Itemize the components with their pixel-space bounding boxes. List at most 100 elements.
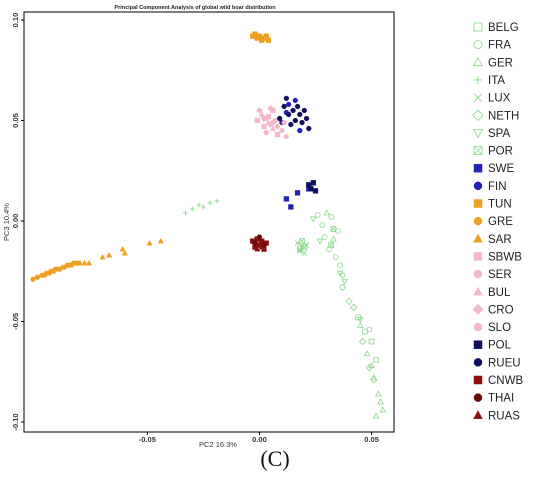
legend-marker	[472, 129, 484, 139]
legend-marker	[473, 358, 483, 367]
legend-item-rueu: RUEU	[473, 357, 521, 369]
legend-marker	[473, 375, 483, 385]
legend-label: SBWB	[488, 251, 522, 263]
data-point	[301, 250, 308, 256]
series-ruas	[254, 243, 265, 252]
legend-marker	[472, 56, 484, 67]
legend-label: BELG	[488, 22, 519, 34]
data-point	[299, 119, 305, 126]
legend-item-cro: CRO	[472, 303, 514, 316]
legend-item-lux: LUX	[473, 93, 511, 105]
data-point	[323, 209, 331, 216]
data-point	[358, 337, 367, 346]
data-point	[85, 259, 93, 266]
data-point	[319, 222, 326, 228]
data-point	[310, 180, 316, 186]
series-belg	[355, 314, 379, 363]
legend-item-bul: BUL	[473, 286, 511, 299]
data-point	[337, 262, 343, 269]
series-rueu	[276, 95, 312, 132]
legend-label: SPA	[488, 128, 510, 140]
legend-label: CRO	[488, 304, 514, 316]
data-point	[99, 253, 106, 260]
data-point	[336, 270, 344, 277]
data-point	[265, 119, 272, 125]
data-point	[72, 259, 79, 266]
series-sbwb	[254, 107, 281, 138]
legend-marker	[473, 93, 483, 102]
data-point	[254, 245, 261, 252]
series-ger	[323, 209, 387, 419]
legend-item-ger: GER	[472, 56, 513, 69]
data-point	[338, 283, 347, 291]
data-point	[276, 115, 283, 122]
legend-marker	[473, 22, 483, 32]
legend-label: POR	[488, 146, 513, 158]
y-tick-label: 0.10	[11, 13, 20, 28]
legend-item-fra: FRA	[473, 40, 511, 52]
series-sar	[41, 237, 164, 278]
data-point	[283, 95, 290, 102]
data-point	[357, 321, 364, 328]
legend-item-sar: SAR	[473, 233, 512, 246]
legend-item-spa: SPA	[472, 128, 510, 140]
legend-label: POL	[488, 340, 512, 352]
data-point	[121, 249, 128, 256]
legend-marker	[473, 40, 483, 50]
data-point	[200, 204, 206, 210]
legend-label: SAR	[488, 234, 512, 246]
data-point	[366, 326, 373, 333]
legend-item-ruas: RUAS	[473, 410, 520, 422]
legend-item-ita: ITA	[474, 75, 505, 87]
data-point	[341, 278, 348, 285]
data-point	[345, 297, 353, 306]
data-point	[363, 350, 371, 357]
legend-marker	[473, 340, 483, 349]
x-tick-label: 0.00	[252, 435, 267, 444]
data-point	[252, 240, 258, 246]
data-point	[263, 115, 269, 122]
data-point	[330, 235, 337, 242]
data-point	[269, 125, 276, 131]
plot-frame	[23, 11, 395, 433]
legend-item-thai: THAI	[473, 393, 514, 405]
legend-marker	[473, 252, 483, 261]
legend-marker	[473, 410, 483, 419]
series-pol	[306, 180, 319, 194]
series-por	[297, 226, 337, 252]
legend-item-ser: SER	[473, 269, 512, 281]
data-point	[370, 374, 378, 381]
legend-item-sbwb: SBWB	[473, 251, 522, 263]
data-point	[261, 123, 267, 130]
data-point	[30, 276, 36, 282]
legend-item-por: POR	[473, 146, 513, 158]
data-point	[265, 37, 272, 43]
y-tick-label: -0.05	[11, 313, 20, 330]
data-point	[373, 356, 379, 363]
data-point	[279, 127, 285, 134]
legend-item-neth: NETH	[472, 109, 519, 122]
data-point	[81, 259, 88, 266]
chart-title: Principal Component Analysis of global w…	[114, 5, 276, 11]
legend-marker	[473, 181, 483, 191]
series-ita	[183, 198, 220, 216]
data-point	[368, 338, 375, 345]
legend-marker	[473, 146, 483, 155]
data-point	[54, 265, 61, 272]
data-point	[294, 103, 301, 110]
y-tick-label: -0.10	[11, 413, 20, 430]
legend-marker	[473, 393, 483, 402]
data-point	[183, 210, 188, 216]
x-tick-label: -0.05	[139, 435, 156, 444]
legend: BELG FRA GER ITA LUX NETH SPA POR SWE FIN TUN GRE SA…	[472, 22, 523, 422]
data-point	[379, 406, 387, 413]
data-point	[297, 127, 303, 134]
series-swe	[283, 186, 312, 210]
legend-item-swe: SWE	[473, 163, 515, 175]
data-point	[106, 251, 113, 258]
y-tick-label: 0.00	[11, 214, 20, 229]
legend-label: SER	[488, 269, 512, 281]
legend-label: RUEU	[488, 357, 521, 369]
data-point	[362, 328, 368, 335]
